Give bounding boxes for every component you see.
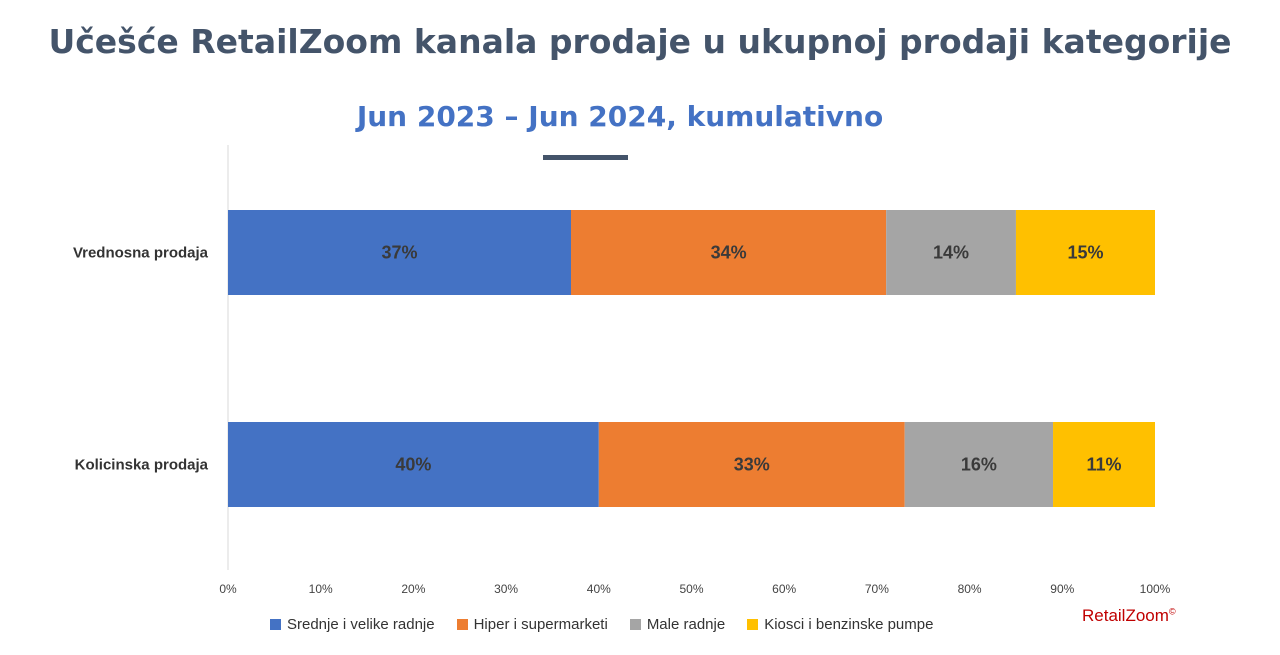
x-tick-label: 100% [1140,582,1171,596]
x-tick-label: 60% [772,582,796,596]
bar-segment [228,422,599,507]
legend-swatch [456,618,468,630]
x-tick-label: 90% [1050,582,1074,596]
data-label: 16% [961,455,997,475]
legend-item: Kiosci i benzinske pumpe [747,616,933,633]
x-tick-label: 30% [494,582,518,596]
legend-item: Male radnje [629,615,726,633]
data-label: 40% [395,455,431,475]
brand-logo: RetailZoom© [1082,606,1176,626]
legend-swatch [747,618,759,630]
data-label: 34% [711,243,747,263]
legend-item: Srednje i velike radnje [270,616,435,633]
title-divider [543,155,628,160]
x-tick-label: 10% [309,582,333,596]
brand-part1: Retail [1082,606,1126,625]
x-tick-label: 50% [679,582,703,596]
legend: Srednje i velike radnje Hiper i supermark… [270,614,933,634]
brand-copyright: © [1168,606,1176,617]
x-tick-label: 70% [865,582,889,596]
legend-label: Srednje i velike radnje [287,615,435,633]
chart-title: Učešće RetailZoom kanala prodaje u ukupn… [48,22,1232,61]
bars-group: 37% 34% 14% 15% 40% 33% 16% 11% [228,210,1155,507]
category-labels: Vrednosna prodaja Kolicinska prodaja [73,245,209,474]
data-label: 33% [734,455,770,475]
legend-label: Kiosci i benzinske pumpe [764,615,934,633]
legend-label: Male radnje [646,615,726,633]
chart-subtitle: Jun 2023 – Jun 2024, kumulativno [356,100,884,133]
legend-label: Hiper i supermarketi [473,615,608,633]
x-tick-label: 80% [958,582,982,596]
bar-segment [904,422,1054,507]
data-label: 37% [381,243,417,263]
bar-segment [598,422,905,507]
bar-segment [886,210,1016,295]
brand-part2: Zoom [1125,606,1169,625]
x-tick-label: 20% [401,582,425,596]
bar-segment [1015,210,1155,295]
x-axis-ticks: 0% 10% 20% 30% 40% 50% 60% 70% 80% 90% 100% [219,582,1170,596]
bar-segment [570,210,887,295]
data-label: 14% [933,243,969,263]
legend-swatch [629,618,641,630]
legend-item: Hiper i supermarketi [456,615,608,633]
category-label: Kolicinska prodaja [75,457,209,474]
x-tick-label: 0% [219,582,237,596]
category-label: Vrednosna prodaja [73,245,209,262]
x-tick-label: 40% [587,582,611,596]
legend-swatch [270,618,281,630]
data-label: 15% [1067,243,1103,263]
data-label: 11% [1086,455,1121,475]
bar-segment [1053,422,1155,507]
bar-segment [228,210,571,295]
